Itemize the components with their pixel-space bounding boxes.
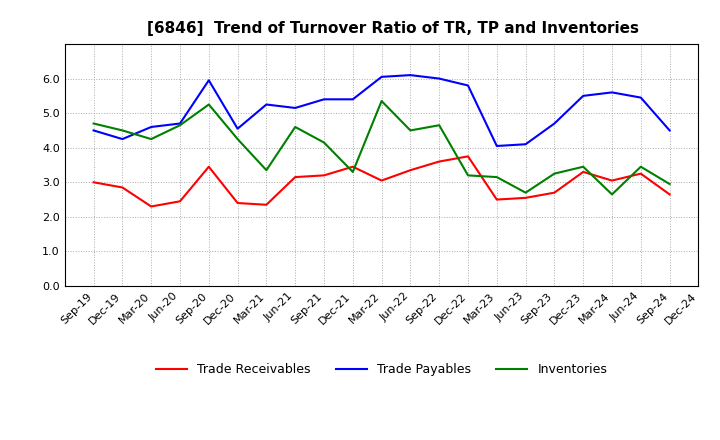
Trade Payables	[406, 73, 415, 78]
Inventories	[435, 123, 444, 128]
Inventories	[176, 123, 184, 128]
Text: [6846]  Trend of Turnover Ratio of TR, TP and Inventories: [6846] Trend of Turnover Ratio of TR, TP…	[147, 21, 639, 36]
Trade Receivables	[435, 159, 444, 164]
Line: Inventories: Inventories	[94, 101, 670, 194]
Trade Payables	[320, 97, 328, 102]
Trade Payables	[464, 83, 472, 88]
Line: Trade Receivables: Trade Receivables	[94, 156, 670, 206]
Trade Receivables	[521, 195, 530, 201]
Trade Payables	[608, 90, 616, 95]
Trade Receivables	[636, 171, 645, 176]
Trade Payables	[435, 76, 444, 81]
Trade Payables	[147, 125, 156, 130]
Legend: Trade Receivables, Trade Payables, Inventories: Trade Receivables, Trade Payables, Inven…	[151, 359, 612, 381]
Inventories	[320, 140, 328, 145]
Inventories	[233, 136, 242, 142]
Inventories	[89, 121, 98, 126]
Trade Payables	[550, 121, 559, 126]
Inventories	[521, 190, 530, 195]
Inventories	[118, 128, 127, 133]
Trade Receivables	[89, 180, 98, 185]
Trade Receivables	[492, 197, 501, 202]
Trade Receivables	[233, 200, 242, 205]
Inventories	[406, 128, 415, 133]
Trade Receivables	[665, 192, 674, 197]
Trade Receivables	[147, 204, 156, 209]
Trade Payables	[262, 102, 271, 107]
Trade Receivables	[608, 178, 616, 183]
Trade Payables	[579, 93, 588, 99]
Trade Receivables	[291, 174, 300, 180]
Inventories	[262, 168, 271, 173]
Trade Payables	[233, 126, 242, 131]
Inventories	[377, 99, 386, 104]
Trade Payables	[204, 77, 213, 83]
Trade Receivables	[118, 185, 127, 190]
Inventories	[348, 169, 357, 175]
Trade Payables	[377, 74, 386, 80]
Trade Receivables	[262, 202, 271, 207]
Trade Receivables	[406, 168, 415, 173]
Inventories	[550, 171, 559, 176]
Inventories	[464, 173, 472, 178]
Trade Receivables	[320, 173, 328, 178]
Inventories	[579, 164, 588, 169]
Trade Payables	[636, 95, 645, 100]
Trade Payables	[348, 97, 357, 102]
Inventories	[665, 181, 674, 187]
Trade Receivables	[550, 190, 559, 195]
Trade Payables	[176, 121, 184, 126]
Line: Trade Payables: Trade Payables	[94, 75, 670, 146]
Trade Receivables	[204, 164, 213, 169]
Trade Payables	[118, 136, 127, 142]
Inventories	[291, 125, 300, 130]
Trade Payables	[89, 128, 98, 133]
Trade Receivables	[176, 199, 184, 204]
Trade Payables	[492, 143, 501, 149]
Inventories	[147, 136, 156, 142]
Trade Payables	[665, 128, 674, 133]
Inventories	[608, 192, 616, 197]
Inventories	[492, 174, 501, 180]
Trade Receivables	[348, 164, 357, 169]
Trade Receivables	[464, 154, 472, 159]
Trade Payables	[521, 142, 530, 147]
Trade Receivables	[377, 178, 386, 183]
Inventories	[204, 102, 213, 107]
Inventories	[636, 164, 645, 169]
Trade Receivables	[579, 169, 588, 175]
Trade Payables	[291, 105, 300, 110]
